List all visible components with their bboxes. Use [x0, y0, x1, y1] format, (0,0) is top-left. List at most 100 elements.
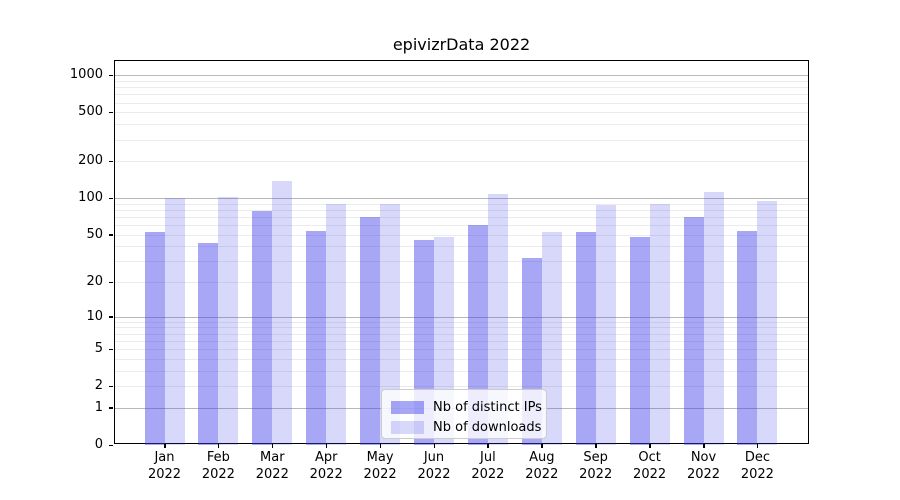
x-tick-label-aug: Aug 2022	[510, 450, 574, 483]
gridline-minor-700	[115, 94, 808, 96]
x-tick-month: Dec	[744, 450, 770, 465]
y-tick-label-0: 0	[94, 437, 103, 452]
x-tick-month: Aug	[529, 450, 555, 465]
x-tick-year: 2022	[201, 466, 235, 482]
legend-item-downloads: Nb of downloads	[391, 417, 541, 437]
legend-swatch-downloads	[391, 420, 424, 434]
bar-downloads-nov	[703, 191, 724, 445]
y-tick-1000	[109, 74, 113, 77]
x-tick-label-apr: Apr 2022	[294, 450, 358, 483]
x-tick-label-may: May 2022	[348, 450, 412, 483]
x-tick-year: 2022	[740, 466, 774, 482]
gridline-minor-6	[115, 340, 808, 342]
bar-ips-feb	[198, 242, 219, 445]
x-tick-label-jul: Jul 2022	[456, 450, 520, 483]
y-tick-label-2: 2	[94, 378, 103, 394]
gridline-minor-30	[115, 261, 808, 263]
x-tick-apr	[325, 444, 328, 448]
x-tick-month: Nov	[690, 450, 717, 465]
x-tick-sep	[595, 444, 597, 448]
gridline-minor-4	[115, 358, 808, 360]
y-tick-label-200: 200	[78, 153, 103, 169]
x-tick-label-sep: Sep 2022	[564, 450, 628, 483]
x-tick-year: 2022	[633, 466, 667, 482]
y-tick-label-1000: 1000	[69, 67, 103, 83]
y-tick-label-500: 500	[78, 104, 103, 120]
gridline-minor-5	[115, 349, 808, 351]
x-tick-dec	[756, 444, 759, 448]
x-tick-mar	[271, 444, 274, 448]
x-tick-month: Jun	[423, 450, 445, 465]
y-tick-500	[109, 111, 113, 114]
y-tick-5	[109, 348, 113, 351]
gridline-major-100	[115, 198, 808, 200]
gridline-minor-800	[115, 87, 808, 89]
y-tick-label-50: 50	[86, 226, 103, 242]
legend-label-distinct-ips: Nb of distinct IPs	[433, 399, 542, 415]
gridline-minor-80	[115, 209, 808, 211]
x-tick-aug	[541, 444, 543, 448]
x-tick-month: Feb	[206, 450, 230, 465]
bar-ips-oct	[629, 236, 650, 445]
x-tick-label-dec: Dec 2022	[725, 450, 789, 483]
gridline-minor-400	[115, 124, 808, 126]
bar-downloads-sep	[595, 204, 616, 445]
x-tick-label-mar: Mar 2022	[240, 450, 304, 483]
bar-downloads-apr	[326, 204, 347, 445]
gridline-minor-500	[115, 112, 808, 114]
x-tick-oct	[649, 444, 651, 448]
x-tick-month: Jul	[480, 450, 496, 465]
y-tick-label-100: 100	[78, 190, 103, 206]
x-tick-month: Apr	[314, 450, 338, 465]
x-tick-year: 2022	[525, 466, 559, 482]
x-tick-jul	[487, 444, 489, 448]
gridline-minor-40	[115, 246, 808, 248]
x-tick-may	[379, 444, 382, 448]
bar-ips-may	[360, 216, 381, 445]
bar-downloads-oct	[649, 203, 670, 445]
bar-ips-apr	[306, 230, 327, 445]
bar-downloads-may	[380, 204, 401, 445]
chart-title: epivizrData 2022	[392, 35, 531, 54]
x-tick-label-nov: Nov 2022	[672, 450, 736, 483]
gridline-minor-200	[115, 161, 808, 163]
y-tick-1	[109, 407, 113, 409]
y-tick-50	[109, 234, 113, 236]
bar-ips-dec	[737, 230, 758, 445]
x-tick-year: 2022	[309, 466, 343, 482]
y-tick-2	[109, 385, 113, 388]
y-tick-0	[109, 444, 113, 446]
bar-downloads-dec	[757, 200, 778, 445]
x-tick-month: May	[366, 450, 394, 465]
gridline-minor-70	[115, 216, 808, 218]
gridline-minor-50	[115, 234, 808, 236]
x-tick-nov	[703, 444, 705, 448]
bar-downloads-feb	[218, 196, 239, 445]
gridline-minor-900	[115, 81, 808, 82]
y-tick-10	[109, 316, 113, 318]
x-tick-label-oct: Oct 2022	[618, 450, 682, 483]
y-tick-100	[109, 197, 113, 200]
x-tick-jun	[433, 444, 435, 448]
legend-swatch-distinct-ips	[391, 400, 424, 414]
bar-downloads-jan	[164, 197, 185, 445]
gridline-minor-300	[115, 139, 808, 141]
x-tick-label-jun: Jun 2022	[402, 450, 466, 483]
y-tick-label-20: 20	[86, 274, 103, 290]
gridline-minor-8	[115, 327, 808, 329]
legend-label-downloads: Nb of downloads	[433, 419, 542, 435]
gridline-minor-7	[115, 333, 808, 335]
y-tick-20	[109, 281, 113, 284]
x-tick-year: 2022	[686, 466, 721, 482]
x-tick-month: Mar	[260, 450, 285, 465]
bar-downloads-jul	[487, 193, 508, 445]
x-tick-month: Oct	[638, 450, 661, 465]
y-tick-label-10: 10	[86, 308, 103, 324]
gridline-minor-60	[115, 225, 808, 226]
gridline-minor-20	[115, 282, 808, 284]
gridline-major-1000	[115, 75, 808, 77]
bar-ips-sep	[575, 231, 596, 445]
gridline-major-10	[115, 316, 808, 318]
x-tick-year: 2022	[147, 466, 182, 482]
